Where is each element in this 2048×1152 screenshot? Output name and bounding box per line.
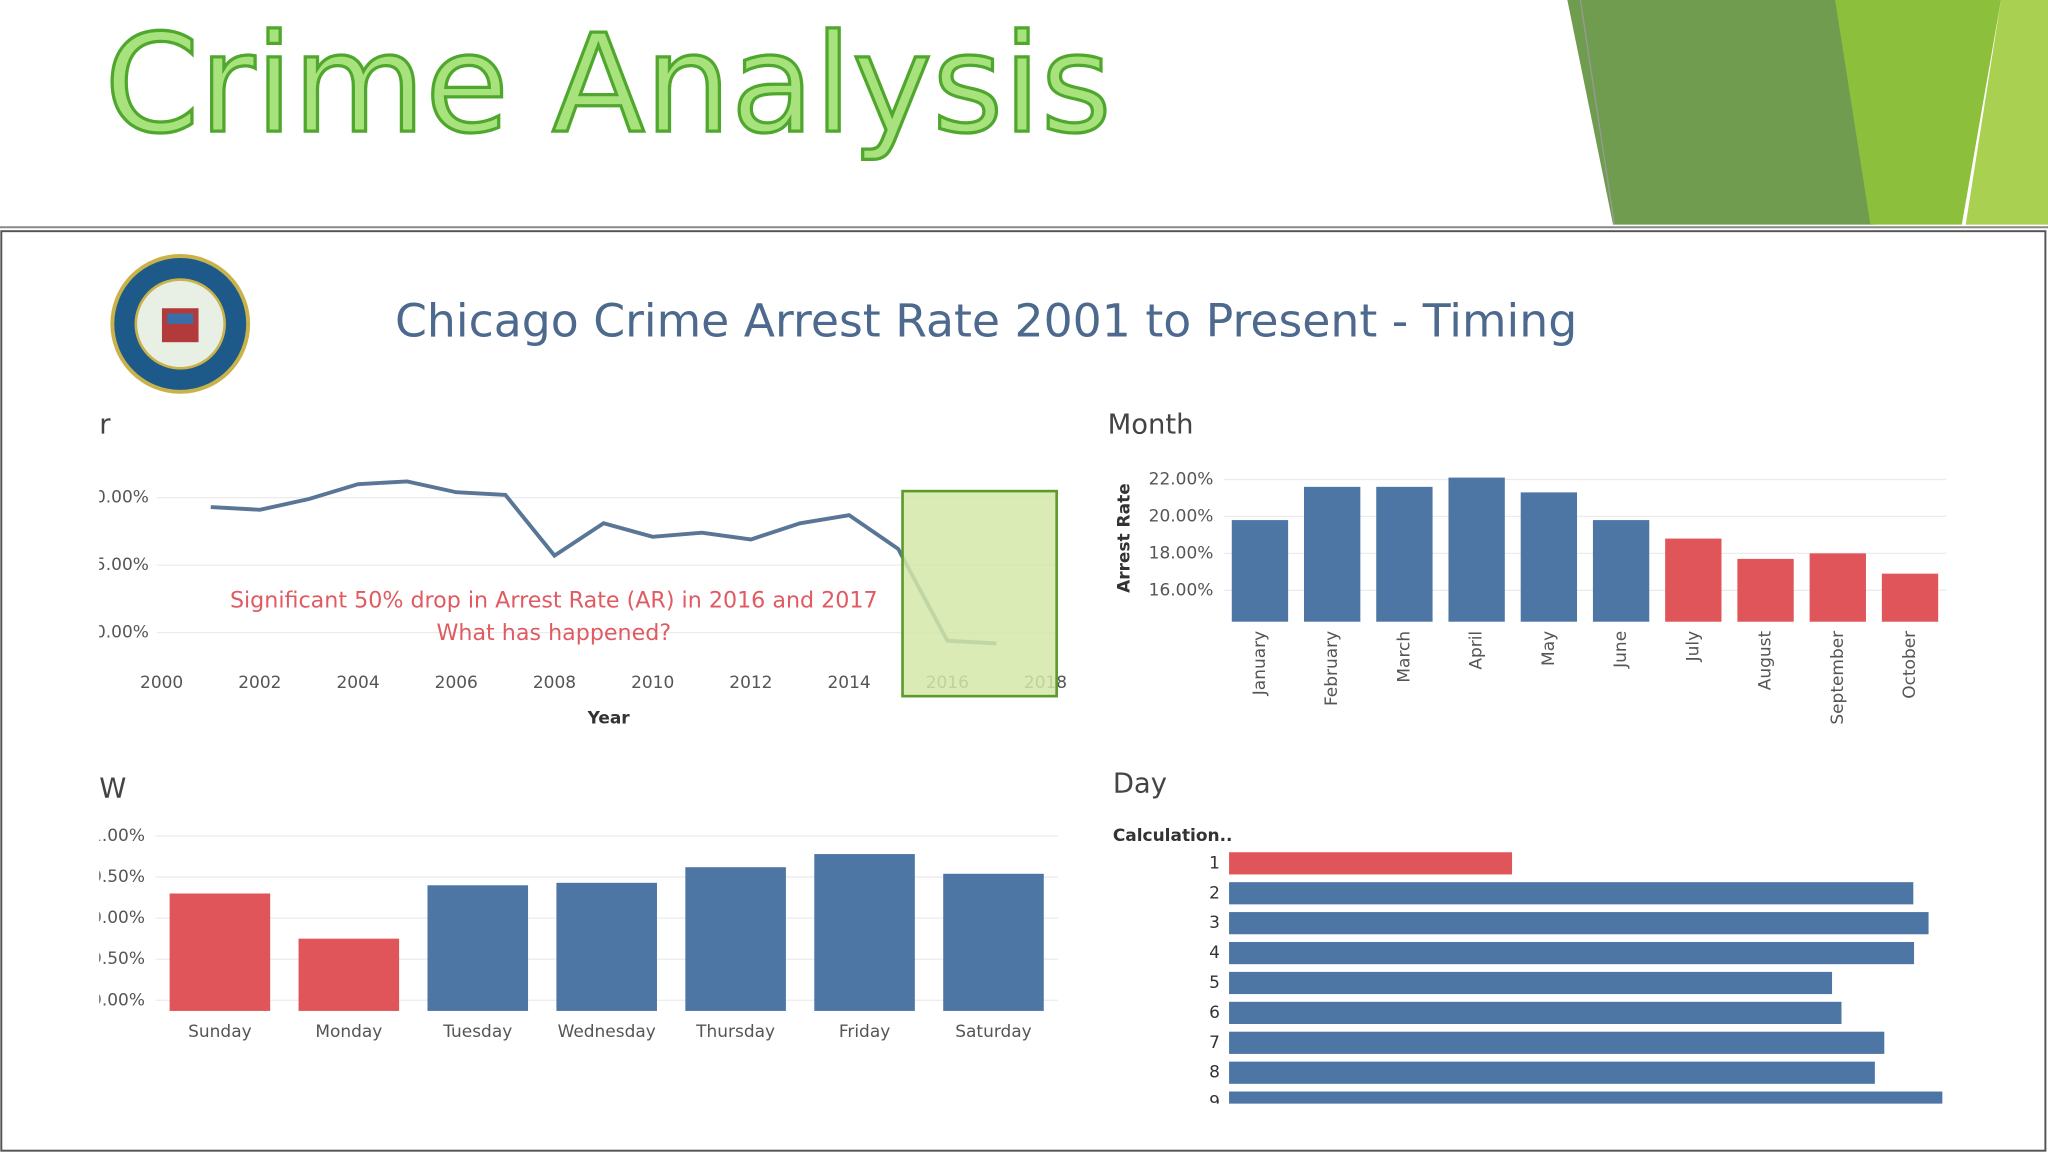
chart-panel: Month 22.00% 20.00% 18.00% 16.00% January Febr… <box>1108 409 1947 725</box>
chart-panel: W 21.00% 20.50% 20.00% 19.50% 19.00% Sunday Mon… <box>80 774 1058 1042</box>
bar <box>814 854 915 1011</box>
bar <box>685 867 786 1011</box>
x-tick-label: 2000 <box>140 673 183 693</box>
bar <box>1881 573 1939 622</box>
header-shape <box>1965 0 2048 225</box>
bar <box>1229 912 1929 935</box>
y-tick-label: 3 <box>1209 913 1220 933</box>
bar <box>943 873 1044 1011</box>
y-axis-label: Arrest Rate <box>1115 483 1135 593</box>
bar <box>1229 1001 1842 1024</box>
y-tick-label: 21.00% <box>80 826 145 846</box>
x-tick-label: August <box>1756 631 1776 691</box>
x-tick-label: 2014 <box>828 673 871 693</box>
logo <box>110 254 251 394</box>
x-tick-label: Tuesday <box>442 1022 512 1042</box>
x-axis-label: Year <box>587 708 631 728</box>
chart-title: W <box>99 774 126 805</box>
y-tick-label: 18.00% <box>1149 543 1214 563</box>
chart-title: r <box>99 409 111 440</box>
bar <box>1231 520 1289 622</box>
x-tick-label: May <box>1539 631 1559 666</box>
bar <box>169 893 271 1011</box>
bar <box>1737 558 1794 622</box>
y-tick-label: 16.00% <box>1149 580 1214 600</box>
x-tick-label: Friday <box>839 1022 890 1042</box>
dashboard-title: Chicago Crime Arrest Rate 2001 to Presen… <box>395 294 1577 347</box>
bar <box>298 938 400 1011</box>
chart-title: Month <box>1108 409 1194 440</box>
y-tick-label: 6 <box>1209 1003 1220 1023</box>
y-tick-label: 19.00% <box>80 990 145 1010</box>
y-tick-label: 20.50% <box>80 867 145 887</box>
bar <box>1520 492 1578 622</box>
bar <box>1229 1091 1943 1104</box>
bar <box>1229 941 1915 965</box>
header-shape <box>1835 0 2001 225</box>
x-tick-label: 2012 <box>729 673 772 693</box>
bar <box>1229 1061 1875 1084</box>
y-tick-label: 5 <box>1209 973 1220 993</box>
x-tick-label: January <box>1250 631 1270 696</box>
bar <box>1809 553 1866 622</box>
bar <box>1592 520 1650 622</box>
x-tick-label: 2002 <box>238 673 281 693</box>
annotation: Significant 50% drop in Arrest Rate (AR)… <box>230 587 878 613</box>
x-tick-label: Saturday <box>955 1022 1031 1042</box>
x-tick-label: October <box>1900 631 1920 699</box>
bar <box>1229 852 1513 875</box>
bar <box>556 882 657 1011</box>
x-tick-label: Wednesday <box>558 1022 656 1042</box>
y-tick-label: 2 <box>1209 883 1220 903</box>
x-tick-label: Thursday <box>695 1022 775 1042</box>
y-tick-label: 8 <box>1209 1063 1220 1083</box>
chart-title: Day <box>1113 768 1167 799</box>
line-series <box>210 479 997 646</box>
x-tick-label: 2010 <box>631 673 674 693</box>
y-tick-label: 10.00% <box>84 623 149 643</box>
x-tick-label: Monday <box>315 1022 382 1042</box>
x-tick-label: 2008 <box>533 673 576 693</box>
x-tick-label: June <box>1611 631 1631 669</box>
y-axis-label: Calculation.. <box>1113 826 1233 846</box>
y-tick-label: 7 <box>1209 1033 1220 1053</box>
annotation: What has happened? <box>436 620 671 646</box>
bar <box>1229 1031 1885 1054</box>
highlight-box <box>901 489 1058 698</box>
bar <box>1665 538 1722 622</box>
bar <box>1376 486 1433 622</box>
y-tick-label: 20.00% <box>80 908 145 928</box>
x-tick-label: April <box>1467 631 1487 670</box>
x-tick-label: September <box>1828 631 1848 725</box>
y-tick-label: 20.00% <box>84 488 149 508</box>
y-tick-label: 20.00% <box>1149 506 1214 526</box>
y-tick-label: 19.50% <box>80 949 145 969</box>
slide-title: Crime Analysis <box>104 6 1111 164</box>
y-tick-label: 1 <box>1209 853 1220 873</box>
header-shape <box>1567 0 1875 225</box>
chart-panel: Day 1 2 3 4 5 6 7 8 9 Calculation.. <box>1113 768 1943 1113</box>
x-tick-label: 2004 <box>336 673 379 693</box>
y-tick-label: 15.00% <box>84 555 149 575</box>
header-line <box>1579 0 1616 225</box>
x-tick-label: February <box>1322 631 1342 706</box>
bar <box>1448 477 1505 622</box>
y-tick-label: 22.00% <box>1149 469 1214 489</box>
x-tick-label: March <box>1394 631 1414 683</box>
x-tick-label: July <box>1683 631 1703 663</box>
y-tick-label: 4 <box>1209 943 1220 963</box>
x-tick-label: Sunday <box>188 1022 252 1042</box>
x-tick-label: 2006 <box>435 673 478 693</box>
y-tick-label: 9 <box>1209 1093 1220 1113</box>
bar <box>1229 882 1914 905</box>
bar <box>1304 486 1361 622</box>
bar <box>1229 971 1833 995</box>
bar <box>427 885 529 1011</box>
